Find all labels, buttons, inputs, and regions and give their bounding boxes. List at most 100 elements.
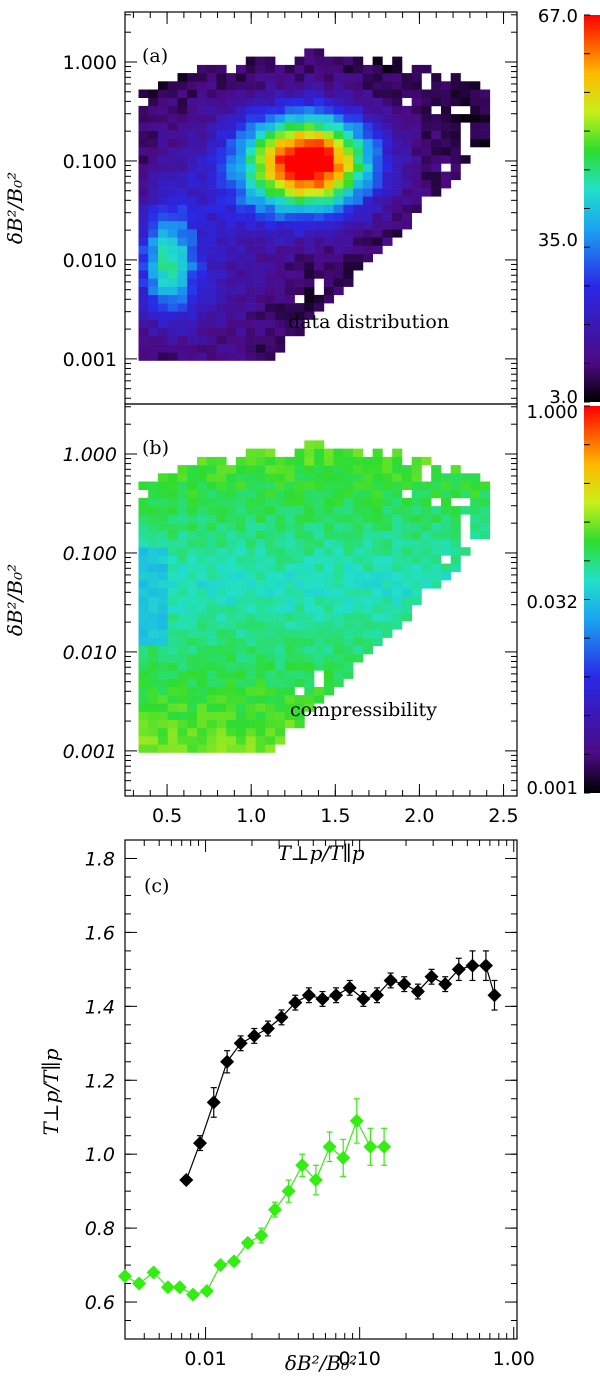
heatmap-a-cell [362, 253, 373, 263]
heatmap-a-cell [323, 89, 334, 98]
heatmap-a-cell [304, 311, 315, 320]
heatmap-b-cell [138, 662, 149, 671]
heatmap-b-cell [216, 465, 227, 474]
heatmap-a-cell [197, 245, 208, 255]
heatmap-a-cell [401, 122, 412, 131]
colorbar-a-gradient [584, 15, 600, 402]
heatmap-b-cell [216, 514, 227, 523]
heatmap-b-cell [314, 662, 325, 671]
heatmap-b-cell [158, 530, 169, 540]
heatmap-b-cell [382, 547, 393, 556]
heatmap-a-cell [206, 270, 217, 279]
heatmap-b-cell [421, 547, 432, 556]
heatmap-b-cell [304, 473, 315, 482]
heatmap-a-cell [206, 245, 217, 255]
heatmap-a-cell [236, 122, 247, 131]
heatmap-a-cell [294, 253, 305, 263]
heatmap-b-cell [216, 555, 227, 564]
heatmap-a-cell [255, 196, 266, 205]
heatmap-b-cell [441, 497, 452, 507]
heatmap-b-cell [294, 539, 305, 548]
heatmap-a-cell [323, 245, 334, 255]
heatmap-a-cell [167, 122, 178, 131]
heatmap-a-cell [158, 188, 169, 197]
heatmap-b-cell [314, 514, 325, 523]
heatmap-a-cells [138, 48, 491, 361]
heatmap-a-cell [314, 220, 325, 230]
heatmap-b-cell [333, 555, 344, 564]
heatmap-a-cell [158, 138, 169, 148]
heatmap-a-cell [206, 212, 217, 222]
heatmap-b-cell [304, 448, 315, 458]
heatmap-a-cell [314, 48, 325, 57]
heatmap-a-cell [382, 147, 393, 156]
heatmap-a-cell [158, 89, 169, 98]
heatmap-b-cell [167, 727, 178, 737]
heatmap-b-cell [158, 736, 169, 745]
heatmap-b-cell [187, 654, 198, 663]
heatmap-b-cell [314, 695, 325, 704]
heatmap-a-cell [265, 352, 276, 361]
heatmap-b-cell [372, 571, 383, 581]
heatmap-a-cell [167, 229, 178, 238]
heatmap-a-cell [206, 188, 217, 197]
heatmap-a-cell [401, 155, 412, 164]
heatmap-b-cell [294, 465, 305, 474]
heatmap-a-cell [275, 220, 286, 230]
heatmap-a-cell [333, 97, 344, 107]
heatmap-a-cell [255, 138, 266, 148]
heatmap-a-cell [362, 163, 373, 172]
y-tick-label: 1.0 [85, 1144, 115, 1166]
heatmap-a-cell [460, 89, 471, 98]
heatmap-a-cell [392, 105, 403, 115]
heatmap-a-cell [148, 105, 159, 115]
heatmap-b-cell [353, 489, 364, 499]
heatmap-b-cell [314, 604, 325, 614]
heatmap-a-cell [275, 147, 286, 156]
heatmap-a-cell [148, 171, 159, 181]
heatmap-a-cell [401, 114, 412, 123]
heatmap-a-cell [158, 270, 169, 279]
heatmap-a-cell [314, 105, 325, 115]
heatmap-a-cell [138, 352, 149, 361]
heatmap-a-cell [392, 114, 403, 123]
heatmap-b-cell [177, 662, 188, 671]
heatmap-a-cell [216, 220, 227, 230]
heatmap-b-cell [187, 580, 198, 589]
heatmap-a-cell [284, 64, 295, 74]
heatmap-a-cell [333, 204, 344, 213]
heatmap-a-cell [411, 179, 422, 189]
heatmap-a-cell [177, 327, 188, 337]
heatmap-b-cell [197, 629, 208, 638]
heatmap-b-cell [245, 727, 256, 737]
heatmap-b-cell [216, 596, 227, 605]
heatmap-a-cell [411, 89, 422, 98]
heatmap-b-cell [167, 621, 178, 630]
heatmap-b-cell [158, 637, 169, 647]
heatmap-a-cell [323, 114, 334, 123]
heatmap-a-cell [187, 212, 198, 222]
heatmap-a-cell [401, 73, 412, 82]
heatmap-b-cell [255, 744, 266, 753]
heatmap-a-cell [255, 311, 266, 320]
heatmap-a-cell [158, 294, 169, 304]
data-point-black [451, 962, 466, 977]
data-point-green [172, 1280, 187, 1295]
heatmap-a-cell [470, 89, 481, 98]
heatmap-a-cell [372, 245, 383, 255]
heatmap-b-cell [353, 465, 364, 474]
heatmap-a-cell [431, 155, 442, 164]
heatmap-b-cell [255, 604, 266, 614]
heatmap-b-cell [177, 514, 188, 523]
panel-c-x-ticks: 0.01 0.10 1.00 [124, 840, 535, 1370]
heatmap-b-cell [167, 522, 178, 532]
heatmap-a-cell [216, 147, 227, 156]
heatmap-b-cell [343, 555, 354, 564]
heatmap-a-cell [167, 237, 178, 246]
heatmap-b-cell [255, 736, 266, 745]
heatmap-b-cell [167, 654, 178, 663]
y-tick-label: 0.8 [85, 1218, 115, 1240]
heatmap-b-cell [245, 514, 256, 523]
data-point-black [233, 1036, 248, 1051]
heatmap-b-cell [450, 555, 461, 564]
